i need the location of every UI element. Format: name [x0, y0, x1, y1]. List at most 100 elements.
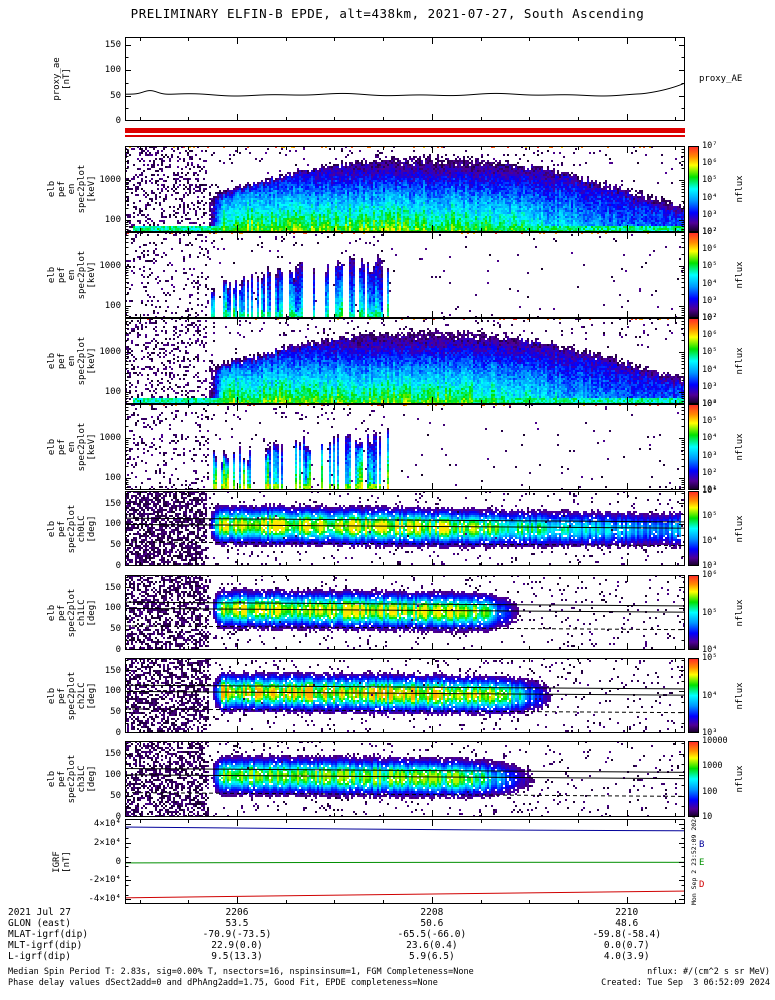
- y-tick-label: 150: [104, 665, 121, 676]
- vertical-timestamp: Mon Sep 2 23:52:09 2024: [690, 814, 698, 906]
- xaxis-row-value: 4.0(3.9): [603, 951, 650, 962]
- xaxis-row-label: MLAT-igrf(dip): [8, 929, 89, 940]
- panel-en-spec-3: 1000 100 elb pef en spec2plot [keV] 10⁷ 10⁶ 10⁵ 10…: [47, 313, 745, 409]
- colorbar-tick-label: 10: [702, 812, 713, 822]
- colorbar-tick-label: 10³: [702, 561, 718, 571]
- colorbar-tick-label: 10⁶: [702, 330, 718, 341]
- colorbar-tick-label: 10⁵: [702, 347, 718, 358]
- xaxis-row-value: 48.6: [615, 918, 639, 929]
- en-spec-1-canvas: [125, 146, 685, 232]
- ch1lc-canvas: [125, 575, 685, 650]
- colorbar-tick-label: 10000: [702, 736, 728, 746]
- proxy-ae-right-label: proxy_AE: [699, 74, 743, 84]
- xaxis-row-value: 53.5: [225, 918, 249, 929]
- y-tick-label: 150: [104, 498, 121, 509]
- colorbar-tick-label: 10⁵: [702, 607, 718, 618]
- xaxis-row-label: 2021 Jul 27: [8, 907, 71, 918]
- y-tick-label: 100: [104, 519, 121, 530]
- y-tick-label: 50: [110, 540, 121, 551]
- proxy-ae-canvas: [125, 37, 685, 121]
- footer-phase-delay: Phase delay values dSect2add=0 and dPhAn…: [8, 978, 438, 988]
- colorbar-tick-label: 10³: [702, 381, 718, 392]
- panel-en-spec-1: 1000 100 elb pef en spec2plot [keV] 10⁷ 10⁶ 10⁵ 10…: [47, 141, 745, 237]
- colorbar-tick-label: 10²: [702, 313, 718, 323]
- y-tick-label: 1000: [99, 346, 121, 357]
- colorbar-tick-label: 10⁴: [702, 536, 718, 546]
- ch0lc-colorbar: [688, 491, 699, 566]
- colorbar-tick-label: 10³: [702, 295, 718, 306]
- panel-ch0lc: 150 100 50 0 elb pef spec2plot ch0LC [deg] 10⁶ 10⁵…: [47, 486, 745, 571]
- xaxis-row-value: 2210: [615, 907, 639, 918]
- y-tick-label: 150: [104, 39, 121, 50]
- panel-ch1lc: 150 100 50 0 elb pef spec2plot ch1LC [deg] 10⁶ 10⁵…: [47, 570, 745, 655]
- y-tick-label: 100: [104, 300, 121, 311]
- colorbar-tick-label: 10⁶: [702, 399, 718, 409]
- igrf-line-label-D: D: [699, 880, 705, 891]
- y-tick-label: 50: [110, 90, 121, 101]
- en-spec-3-colorbar: [688, 318, 699, 404]
- panel-igrf: 4×10⁴ 2×10⁴ 0 -2×10⁴ -4×10⁴ IGRF [nT] B E D: [52, 819, 704, 905]
- y-tick-label: 1000: [99, 260, 121, 271]
- colorbar-tick-label: 100: [702, 786, 718, 797]
- igrf-line-label-B: B: [699, 839, 705, 850]
- xaxis-row-value: -65.5(-66.0): [397, 929, 467, 940]
- y-tick-label: 100: [104, 214, 121, 225]
- xaxis-row-value: 9.5(13.3): [211, 951, 263, 962]
- y-tick-label: 50: [110, 624, 121, 635]
- colorbar-tick-label: 10⁵: [702, 175, 718, 186]
- colorbar-tick-label: 10⁴: [702, 645, 718, 655]
- y-tick-label: 100: [104, 65, 121, 76]
- ch1lc-colorbar: [688, 575, 699, 650]
- y-tick-label: 100: [104, 472, 121, 483]
- colorbar-tick-label: 10⁴: [702, 433, 718, 444]
- panel-en-spec-4: 1000 100 elb pef en spec2plot [keV] 10⁶ 10⁵ 10⁴ 10…: [47, 399, 745, 495]
- y-tick-label: 1000: [99, 432, 121, 443]
- y-tick-label: -2×10⁴: [88, 875, 121, 886]
- y-tick-label: 0: [115, 645, 121, 655]
- xaxis-row-value: 22.9(0.0): [211, 940, 263, 951]
- y-tick-label: 150: [104, 748, 121, 759]
- xaxis-row-value: 5.9(6.5): [408, 951, 455, 962]
- colorbar-tick-label: 10⁷: [702, 313, 718, 323]
- colorbar-tick-label: 10⁵: [702, 416, 718, 427]
- colorbar-tick-label: 10⁶: [702, 244, 718, 255]
- colorbar-tick-label: 10³: [702, 728, 718, 738]
- y-tick-label: 100: [104, 769, 121, 780]
- colorbar-tick-label: 10³: [702, 209, 718, 220]
- panel-ch2lc: 150 100 50 0 elb pef spec2plot ch2LC [deg] 10⁵ 10⁴…: [47, 653, 745, 738]
- xaxis-row-value: 2206: [225, 907, 249, 918]
- colorbar-tick-label: 10⁴: [702, 364, 718, 375]
- colorbar-tick-label: 10⁷: [702, 227, 718, 237]
- igrf-canvas: [125, 819, 685, 904]
- xaxis-row-value: -70.9(-73.5): [202, 929, 272, 940]
- en-spec-4-colorbar: [688, 404, 699, 490]
- xaxis-row-label: L-igrf(dip): [8, 951, 71, 962]
- colorbar-tick-label: 10⁷: [702, 141, 718, 151]
- footer-created-timestamp: Created: Tue Sep 3 06:52:09 2024: [601, 978, 770, 988]
- panel-proxy-ae: 150 100 50 0 proxy_ae [nT] proxy_AE: [52, 37, 742, 126]
- colorbar-tick-label: 10⁴: [702, 690, 718, 701]
- en-spec-2-colorbar: [688, 232, 699, 318]
- y-tick-label: 0: [115, 116, 121, 126]
- ch0lc-canvas: [125, 491, 685, 566]
- availability-bar-thin: [125, 135, 685, 137]
- colorbar-tick-label: 1000: [702, 761, 723, 772]
- colorbar-tick-label: 10⁴: [702, 192, 718, 203]
- y-tick-label: 100: [104, 386, 121, 397]
- xaxis-row-value: 23.6(0.4): [406, 940, 458, 951]
- y-tick-label: 100: [104, 603, 121, 614]
- y-tick-label: -4×10⁴: [88, 894, 121, 905]
- en-spec-2-canvas: [125, 232, 685, 318]
- y-tick-label: 50: [110, 790, 121, 801]
- y-tick-label: 150: [104, 582, 121, 593]
- ch2lc-canvas: [125, 658, 685, 733]
- colorbar-tick-label: 10²: [702, 227, 718, 237]
- en-spec-4-canvas: [125, 404, 685, 490]
- xaxis-row-value: -59.8(-58.4): [592, 929, 662, 940]
- xaxis-row-label: MLT-igrf(dip): [8, 940, 83, 951]
- y-tick-label: 1000: [99, 174, 121, 185]
- y-tick-label: 0: [115, 856, 121, 867]
